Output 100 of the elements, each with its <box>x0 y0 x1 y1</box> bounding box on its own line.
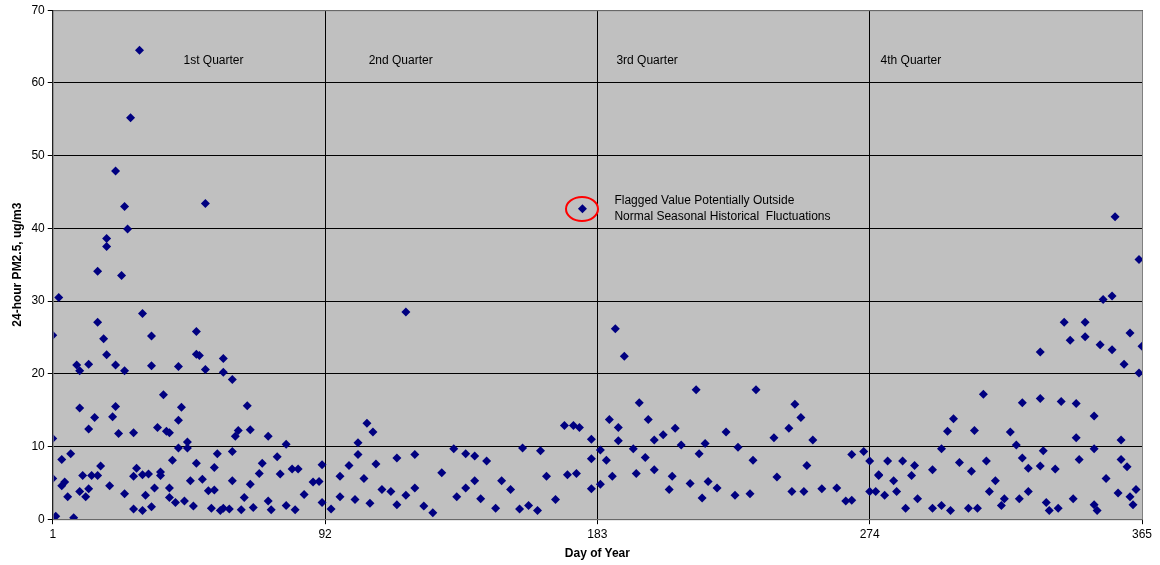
point <box>748 455 758 465</box>
point <box>595 479 605 489</box>
point <box>658 430 668 440</box>
y-tick-label: 10 <box>31 438 46 453</box>
point <box>796 412 806 422</box>
point <box>601 455 611 465</box>
point <box>482 456 492 466</box>
point <box>712 483 722 493</box>
point <box>470 451 480 461</box>
point <box>700 439 710 449</box>
point <box>335 492 345 502</box>
point <box>392 500 402 510</box>
point <box>697 493 707 503</box>
point <box>562 470 572 480</box>
point <box>808 435 818 445</box>
point <box>691 385 701 395</box>
point <box>401 307 411 317</box>
point <box>524 500 534 510</box>
annotation: 3rd Quarter <box>616 53 678 68</box>
point <box>649 465 659 475</box>
point <box>368 427 378 437</box>
point <box>721 427 731 437</box>
point <box>410 449 420 459</box>
point <box>613 423 623 433</box>
annotation: 1st Quarter <box>183 53 244 68</box>
point <box>664 484 674 494</box>
point <box>470 476 480 486</box>
y-tick-label: 40 <box>31 220 46 235</box>
point <box>476 494 486 504</box>
point <box>335 471 345 481</box>
point <box>784 423 794 433</box>
x-tick-label: 1 <box>49 526 57 541</box>
point <box>353 449 363 459</box>
point <box>533 505 543 515</box>
point <box>676 440 686 450</box>
point <box>362 418 372 428</box>
y-tick-label: 60 <box>31 75 46 90</box>
point <box>634 398 644 408</box>
point <box>703 476 713 486</box>
point <box>437 468 447 478</box>
point <box>542 471 551 481</box>
point <box>506 484 516 494</box>
point <box>745 489 755 499</box>
point <box>631 468 641 478</box>
point <box>643 415 653 425</box>
annotation: 2nd Quarter <box>368 53 433 68</box>
point <box>817 484 827 494</box>
point <box>449 444 459 454</box>
point <box>518 443 528 453</box>
point <box>859 447 869 457</box>
point <box>667 471 677 481</box>
point <box>350 495 360 505</box>
point <box>550 495 560 505</box>
point <box>769 433 779 443</box>
y-tick-label: 50 <box>31 147 46 162</box>
point <box>613 436 623 446</box>
point <box>428 508 438 518</box>
point <box>586 484 596 494</box>
point <box>568 420 578 430</box>
x-tick-label: 183 <box>587 526 608 541</box>
y-axis-title: 24-hour PM2.5, ug/m3 <box>9 202 24 327</box>
point <box>604 415 614 425</box>
x-tick-label: 365 <box>1131 526 1153 541</box>
point <box>628 444 638 454</box>
annotation: 4th Quarter <box>880 53 942 68</box>
point <box>401 490 411 500</box>
point <box>730 490 740 500</box>
point <box>326 504 336 514</box>
point <box>610 324 620 334</box>
point <box>515 504 525 514</box>
point <box>461 483 471 493</box>
point <box>619 351 629 361</box>
x-tick-label: 92 <box>318 526 333 541</box>
point <box>790 399 800 409</box>
point <box>802 460 812 470</box>
x-axis-title: Day of Year <box>564 546 631 561</box>
point <box>571 468 581 478</box>
point <box>670 423 680 433</box>
point <box>344 460 354 470</box>
annotation: Flagged Value Potentially Outside Normal Seasonal Historical Fluctuations <box>614 193 831 224</box>
point <box>694 449 704 459</box>
point <box>461 449 471 459</box>
point <box>649 435 659 445</box>
point <box>640 452 650 462</box>
y-tick-label: 0 <box>38 511 46 526</box>
point <box>607 471 617 481</box>
point <box>419 501 429 511</box>
point <box>559 420 569 430</box>
point <box>359 473 369 483</box>
x-tick-label: 274 <box>859 526 881 541</box>
point <box>410 483 420 493</box>
point <box>772 472 782 482</box>
point <box>751 385 761 395</box>
point <box>497 476 507 486</box>
point <box>832 483 842 493</box>
point <box>353 438 363 448</box>
point <box>733 442 743 452</box>
point <box>787 487 797 497</box>
y-tick-label: 20 <box>31 366 46 381</box>
point <box>377 484 387 494</box>
